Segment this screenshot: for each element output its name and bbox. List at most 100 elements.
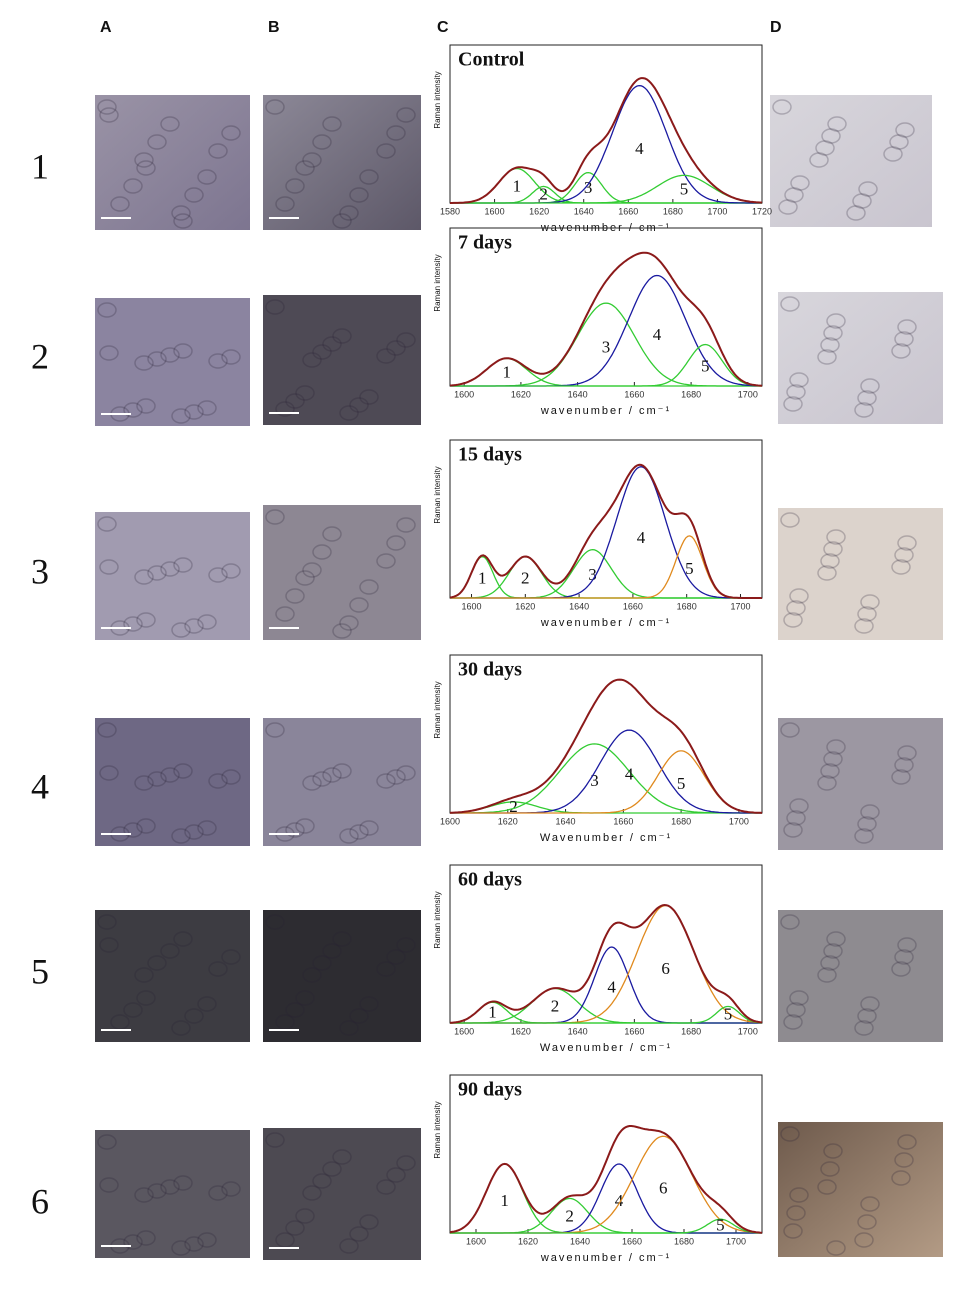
cell-texture — [208, 143, 228, 159]
fitted-band — [450, 1218, 762, 1234]
envelope — [449, 903, 763, 1024]
cell-texture — [857, 1214, 877, 1230]
cell-texture — [184, 1008, 204, 1024]
x-tick-label: 1640 — [570, 1236, 590, 1246]
cell-texture — [285, 588, 305, 604]
fitted-band — [450, 1005, 763, 1024]
micrograph — [263, 505, 421, 640]
cell-texture — [173, 557, 193, 573]
x-tick-label: 1640 — [568, 389, 588, 399]
band-label: 4 — [637, 528, 646, 547]
cell-texture — [815, 140, 835, 156]
cell-texture — [285, 178, 305, 194]
fitted-band — [450, 343, 762, 387]
cell-texture — [860, 804, 880, 820]
x-tick-label: 1640 — [556, 816, 576, 826]
x-tick-label: 1660 — [613, 816, 633, 826]
micrograph — [778, 292, 943, 424]
cell-texture — [359, 389, 379, 405]
x-tick-label: 1700 — [707, 206, 727, 216]
cell-texture — [826, 931, 846, 947]
cell-texture — [99, 345, 119, 361]
cell-texture — [147, 955, 167, 971]
cell-texture — [99, 937, 119, 953]
cell-texture — [171, 828, 191, 844]
cell-texture — [208, 773, 228, 789]
row-label: 4 — [31, 766, 49, 806]
cell-texture — [160, 561, 180, 577]
cell-texture — [820, 955, 840, 971]
cell-texture — [123, 822, 143, 838]
cell-texture — [134, 1187, 154, 1203]
x-tick-label: 1660 — [624, 1026, 644, 1036]
fitted-band — [450, 904, 763, 1024]
fitted-band — [450, 946, 762, 1024]
cell-texture — [295, 818, 315, 834]
micrograph — [263, 1128, 421, 1260]
micrograph — [263, 718, 421, 846]
envelope — [449, 1125, 763, 1234]
fitted-band — [450, 555, 762, 599]
band-label: 4 — [607, 978, 616, 997]
micrograph — [770, 95, 932, 227]
x-tick-label: 1660 — [618, 206, 638, 216]
cell-texture — [789, 990, 809, 1006]
band-label: 1 — [488, 1003, 497, 1022]
fitted-band — [450, 274, 763, 387]
cell-texture — [359, 820, 379, 836]
x-tick-label: 1680 — [671, 816, 691, 826]
cell-texture — [136, 612, 156, 628]
cell-texture — [823, 541, 843, 557]
cell-texture — [789, 1187, 809, 1203]
cell-texture — [197, 614, 217, 630]
cell-texture — [184, 824, 204, 840]
fitted-band — [450, 174, 763, 204]
cell-texture — [857, 606, 877, 622]
x-tick-label: 1620 — [518, 1236, 538, 1246]
cell-texture — [820, 553, 840, 569]
cell-texture — [897, 535, 917, 551]
cell-texture — [134, 775, 154, 791]
cell-texture — [136, 160, 156, 176]
cell-texture — [160, 116, 180, 132]
cell-texture — [312, 1173, 332, 1189]
cell-texture — [823, 1143, 843, 1159]
envelope — [450, 77, 763, 204]
cell-texture — [897, 745, 917, 761]
cell-texture — [386, 340, 406, 356]
cell-texture — [184, 1236, 204, 1252]
cell-texture — [854, 618, 874, 634]
cell-texture — [897, 937, 917, 953]
cell-texture — [171, 1240, 191, 1256]
micrograph — [263, 910, 421, 1042]
band-label: 4 — [635, 139, 644, 158]
cell-texture — [786, 384, 806, 400]
cell-texture — [221, 769, 241, 785]
cell-texture — [894, 547, 914, 563]
cell-texture — [780, 722, 800, 738]
band-label: 2 — [509, 797, 518, 816]
micrograph — [778, 718, 943, 850]
cell-texture — [823, 751, 843, 767]
cell-texture — [359, 169, 379, 185]
cell-texture — [820, 1161, 840, 1177]
cell-texture — [147, 565, 167, 581]
cell-texture — [295, 160, 315, 176]
band-label: 6 — [659, 1178, 668, 1197]
cell-texture — [123, 1002, 143, 1018]
x-tick-label: 1700 — [738, 1026, 758, 1036]
column-label: B — [268, 19, 280, 36]
cell-texture — [349, 597, 369, 613]
micrograph — [778, 1122, 943, 1257]
cell-texture — [285, 1220, 305, 1236]
cell-texture — [302, 152, 322, 168]
band-label: 5 — [677, 774, 686, 793]
x-axis-label: wavenumber / cm⁻¹ — [540, 617, 671, 629]
cell-texture — [160, 943, 180, 959]
cell-texture — [897, 319, 917, 335]
x-tick-label: 1720 — [752, 206, 772, 216]
cell-texture — [783, 822, 803, 838]
band-label: 2 — [539, 184, 548, 203]
band-label: 1 — [513, 176, 522, 195]
y-axis-label: Raman intensity — [433, 466, 442, 523]
